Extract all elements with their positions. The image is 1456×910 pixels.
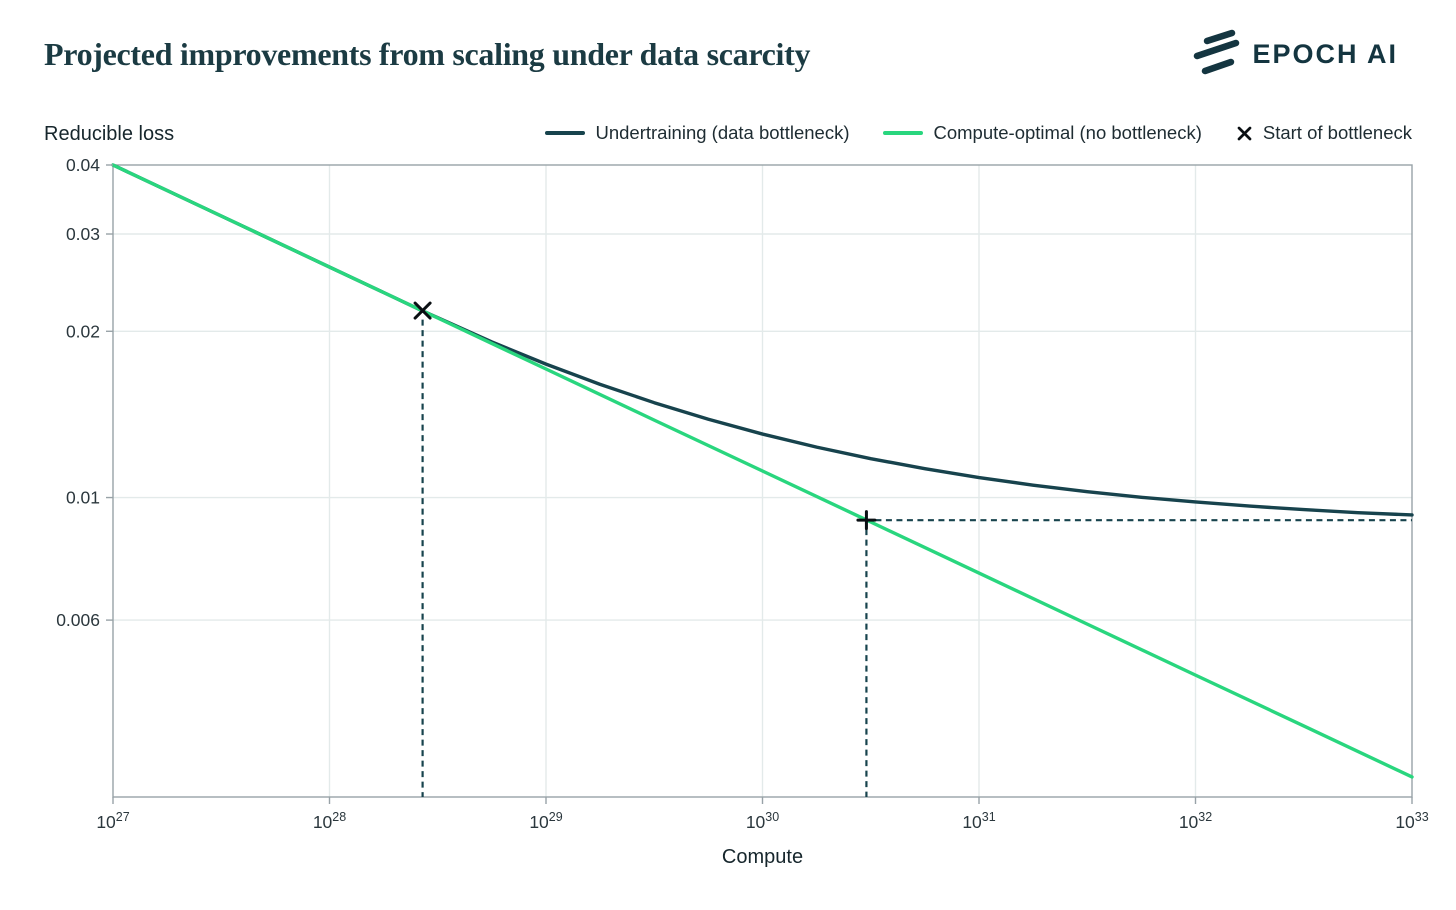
y-tick-label: 0.006 [56,610,100,630]
x-marker-icon [1237,126,1252,140]
y-tick-label: 0.04 [66,155,100,175]
legend-item-undertraining: Undertraining (data bottleneck) [545,122,849,144]
y-tick-label: 0.01 [66,488,100,508]
x-tick-label: 1030 [746,810,779,832]
legend: Undertraining (data bottleneck) Compute-… [545,122,1412,144]
series-line-compute-optimal [111,163,1414,779]
legend-label-undertraining: Undertraining (data bottleneck) [595,122,850,143]
page-title: Projected improvements from scaling unde… [44,36,811,72]
start-of-bottleneck-marker [413,301,432,320]
x-tick-label: 1029 [529,810,562,832]
epoch-ai-logo: EPOCH AI [1190,28,1398,80]
undertraining-line-swatch [545,131,586,135]
x-tick-label: 1027 [96,810,129,832]
epoch-ai-logo-icon [1194,29,1240,75]
x-tick-label: 1033 [1395,810,1428,832]
legend-item-compute-optimal: Compute-optimal (no bottleneck) [883,122,1202,144]
legend-label-compute-optimal: Compute-optimal (no bottleneck) [933,122,1202,143]
y-axis-title: Reducible loss [44,123,175,145]
x-tick-label: 1031 [962,810,995,832]
legend-item-start-of-bottleneck: Start of bottleneck [1236,122,1412,144]
compute-optimal-line-swatch [883,131,924,135]
x-axis-title: Compute [721,846,804,868]
legend-label-start-of-bottleneck: Start of bottleneck [1262,122,1412,143]
y-tick-label: 0.03 [66,224,100,244]
y-tick-label: 0.02 [66,321,100,341]
x-tick-label: 1028 [313,810,346,832]
intersection-marker [856,510,877,531]
epoch-ai-logo-text: EPOCH AI [1252,38,1398,69]
x-tick-label: 1032 [1179,810,1212,832]
